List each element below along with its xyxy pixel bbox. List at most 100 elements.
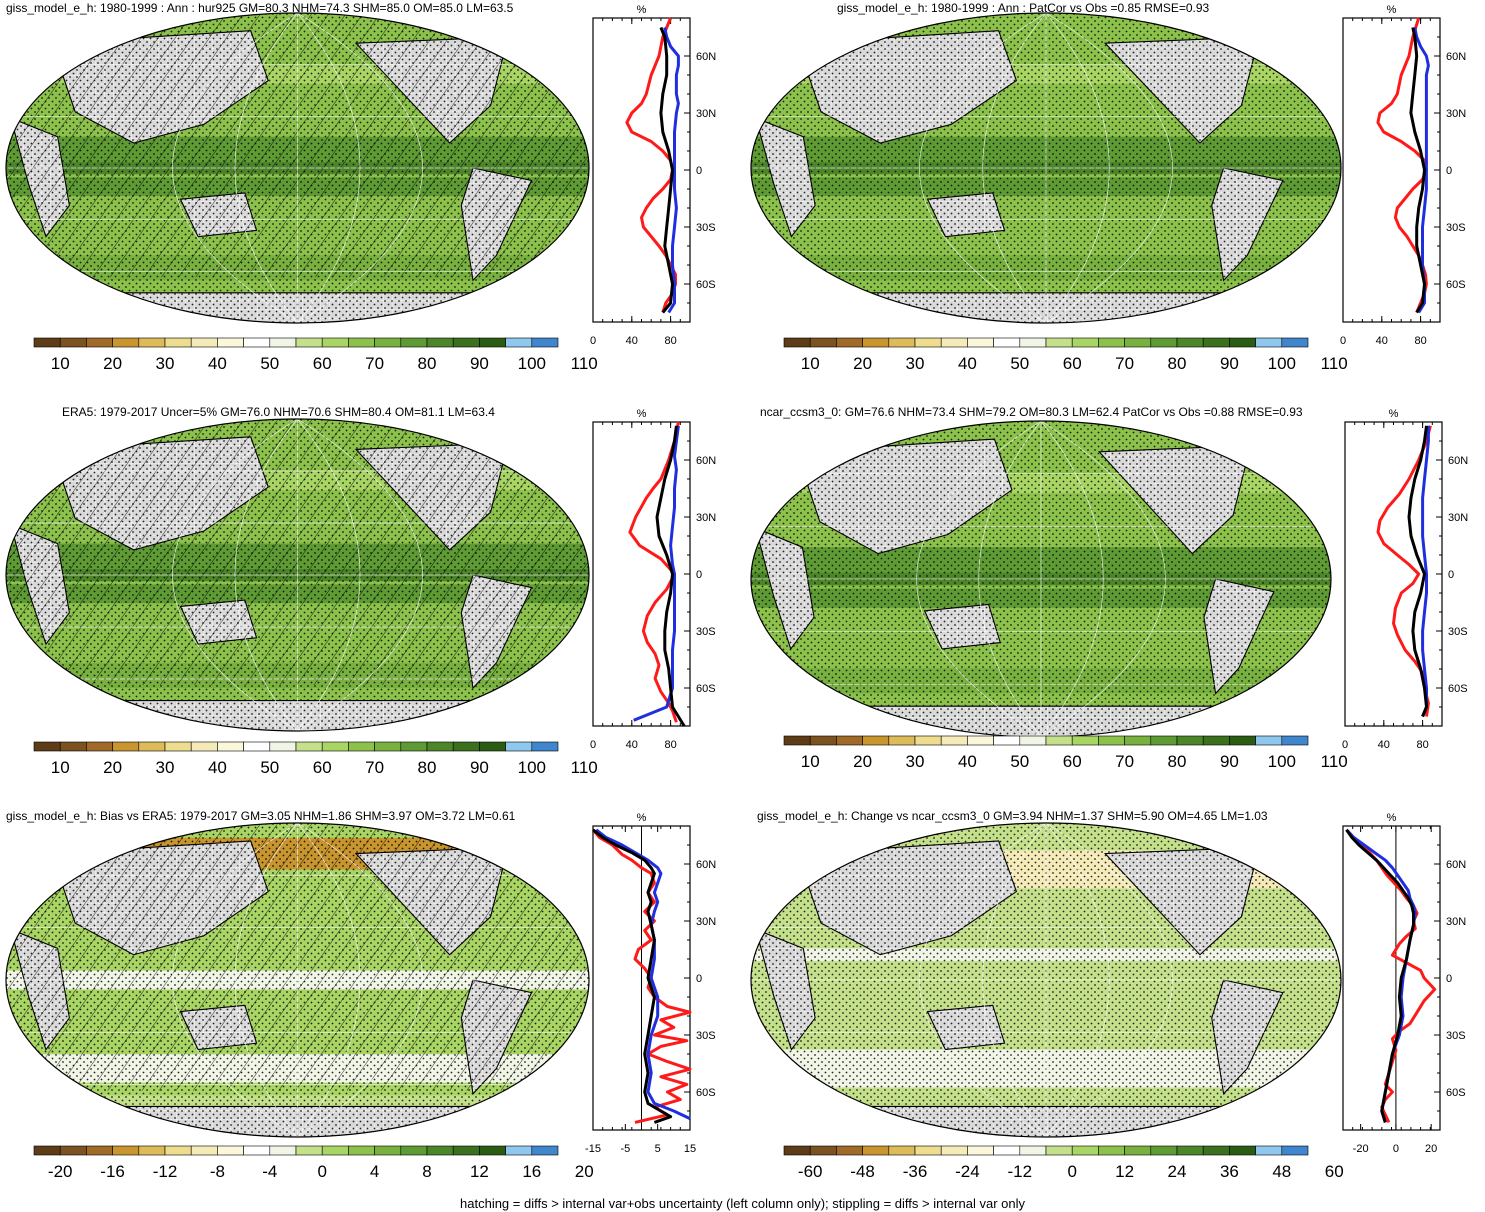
colorbar-box — [809, 1145, 837, 1156]
colorbar-label: 50 — [1010, 354, 1029, 373]
y-tick-label: 30S — [696, 626, 716, 638]
colorbar-box — [940, 735, 968, 746]
colorbar-box — [993, 1145, 1021, 1156]
colorbar-label: -24 — [955, 1162, 980, 1181]
panel-title: ERA5: 1979-2017 Uncer=5% GM=76.0 NHM=70.… — [62, 405, 495, 419]
x-tick-label: 5 — [655, 1143, 661, 1155]
colorbar-box — [217, 1145, 244, 1156]
colorbar-box — [1255, 1145, 1283, 1156]
colorbar-box — [967, 1145, 994, 1156]
y-tick-label: 0 — [696, 569, 702, 581]
colorbar-label: 12 — [1115, 1162, 1134, 1181]
map-svg — [5, 12, 590, 324]
y-tick-label: 0 — [696, 165, 702, 177]
graticule-lon — [297, 13, 423, 323]
colorbar-label: 100 — [1268, 752, 1296, 771]
colorbar-box — [505, 741, 533, 752]
colorbar-box — [33, 1145, 61, 1156]
map-outline — [5, 418, 590, 732]
x-tick-label: 0 — [590, 739, 596, 751]
colorbar-box — [888, 1145, 916, 1156]
series-line-black — [1409, 27, 1426, 314]
colorbar-label: 60 — [313, 354, 332, 373]
colorbar-box — [1098, 735, 1125, 746]
panel-title: giss_model_e_h: 1980-1999 : Ann : hur925… — [6, 1, 514, 15]
series-line-black — [655, 425, 686, 727]
colorbar-box — [1150, 735, 1178, 746]
colorbar-box — [112, 741, 140, 752]
y-tick-label: 30S — [1446, 1030, 1466, 1042]
colorbar-label: 70 — [365, 758, 384, 777]
y-tick-label: 0 — [696, 973, 702, 985]
zonal-mean-plot: % 0 40 80 60N 30N 0 30S 60S — [590, 408, 716, 751]
y-tick-label: 60N — [696, 51, 716, 63]
colorbar-label: 10 — [51, 354, 70, 373]
colorbar-label: 10 — [51, 758, 70, 777]
y-tick-label: 60S — [696, 1087, 716, 1099]
colorbar-label: -4 — [262, 1162, 277, 1181]
graticule-lon — [919, 13, 1047, 323]
colorbar: -20 -16 -12 -8 -4 0 4 8 12 16 20 — [33, 1145, 594, 1181]
colorbar-box — [993, 337, 1021, 348]
colorbar-box — [1281, 735, 1309, 746]
colorbar-box — [1124, 337, 1152, 348]
x-tick-label: 40 — [1376, 335, 1388, 347]
series-line-blue — [663, 27, 680, 314]
colorbar-box — [1229, 337, 1256, 348]
zonal-unit-label: % — [1387, 4, 1397, 16]
colorbar-box — [190, 337, 218, 348]
colorbar-box — [164, 337, 192, 348]
zonal-unit-label: % — [637, 408, 647, 420]
x-tick-label: 0 — [1340, 335, 1346, 347]
colorbar-box — [164, 741, 192, 752]
graticule-lon — [297, 823, 361, 1137]
y-tick-label: 60S — [1448, 683, 1468, 695]
colorbar-label: -48 — [850, 1162, 875, 1181]
zonal-mean-plot: % -15 -5 5 15 60N 30N 0 30S 60S — [585, 812, 716, 1155]
x-tick-label: 80 — [1416, 739, 1428, 751]
graticule-lon — [172, 419, 298, 731]
y-tick-label: 0 — [1446, 165, 1452, 177]
graticule-lon — [1045, 13, 1110, 323]
colorbar-label: 20 — [103, 354, 122, 373]
colorbar-box — [862, 1145, 890, 1156]
colorbar-box — [862, 735, 890, 746]
y-tick-label: 30N — [1448, 512, 1468, 524]
series-line-black — [592, 828, 673, 1124]
footer-note: hatching = diffs > internal var+obs unce… — [460, 1196, 1025, 1211]
colorbar-box — [321, 741, 349, 752]
colorbar-box — [426, 337, 454, 348]
colorbar-box — [59, 1145, 87, 1156]
colorbar-box — [400, 1145, 428, 1156]
map-svg — [5, 822, 590, 1138]
colorbar-box — [295, 1145, 323, 1156]
colorbar-box — [190, 741, 218, 752]
colorbar-box — [1019, 337, 1047, 348]
colorbar-box — [86, 337, 113, 348]
map-svg — [5, 418, 590, 732]
colorbar-label: 90 — [1220, 354, 1239, 373]
colorbar-label: 48 — [1272, 1162, 1291, 1181]
colorbar-box — [914, 1145, 942, 1156]
colorbar-label: 20 — [575, 1162, 594, 1181]
colorbar-label: 110 — [571, 354, 598, 373]
x-tick-label: 15 — [684, 1143, 696, 1155]
colorbar-label: 70 — [365, 354, 384, 373]
colorbar-label: -8 — [210, 1162, 225, 1181]
x-tick-label: 40 — [1378, 739, 1390, 751]
colorbar-box — [321, 1145, 349, 1156]
y-tick-label: 60S — [696, 279, 716, 291]
colorbar-box — [479, 741, 506, 752]
colorbar-box — [1229, 735, 1256, 746]
colorbar-label: 100 — [1268, 354, 1296, 373]
colorbar-box — [1045, 337, 1073, 348]
x-tick-label: -15 — [585, 1143, 601, 1155]
colorbar-box — [1176, 337, 1204, 348]
series-line-red — [1376, 425, 1432, 717]
series-line-blue — [1413, 27, 1430, 314]
map-field — [6, 13, 589, 323]
x-tick-label: 20 — [1425, 1143, 1437, 1155]
colorbar-box — [1098, 1145, 1125, 1156]
graticule-lon — [1040, 421, 1104, 737]
colorbar-box — [1229, 1145, 1256, 1156]
